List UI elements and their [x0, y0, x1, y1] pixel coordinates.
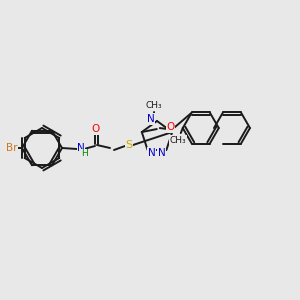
- Text: CH₃: CH₃: [146, 101, 162, 110]
- Text: N: N: [77, 143, 85, 153]
- Text: N: N: [148, 148, 155, 158]
- Text: S: S: [125, 140, 133, 150]
- Text: N: N: [147, 114, 155, 124]
- Text: CH₃: CH₃: [169, 136, 186, 145]
- Text: H: H: [82, 149, 88, 158]
- Text: O: O: [167, 122, 175, 132]
- Text: N: N: [158, 148, 165, 158]
- Text: Br: Br: [6, 143, 18, 153]
- Text: O: O: [91, 124, 99, 134]
